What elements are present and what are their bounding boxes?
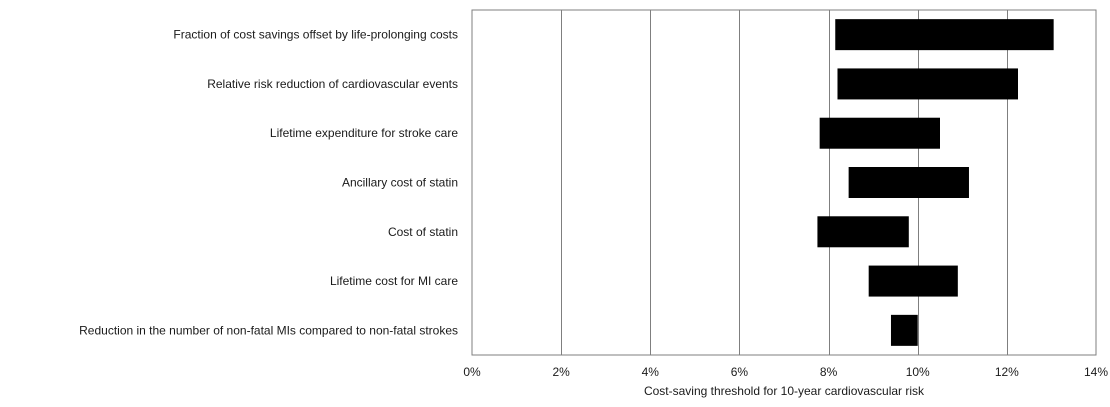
x-tick-label-7: 14% xyxy=(1084,365,1108,379)
x-tick-label-1: 2% xyxy=(552,365,570,379)
bar-4 xyxy=(817,216,909,248)
category-label-4: Cost of statin xyxy=(388,225,458,239)
category-label-0: Fraction of cost savings offset by life-… xyxy=(173,28,458,42)
x-tick-label-2: 4% xyxy=(642,365,660,379)
bar-6 xyxy=(890,314,918,346)
bar-1 xyxy=(837,68,1018,100)
plot-area-border xyxy=(471,9,1097,356)
category-label-5: Lifetime cost for MI care xyxy=(330,274,458,288)
x-tick-label-3: 6% xyxy=(731,365,749,379)
bar-3 xyxy=(848,167,969,198)
category-label-3: Ancillary cost of statin xyxy=(342,176,458,190)
category-label-1: Relative risk reduction of cardiovascula… xyxy=(207,77,458,91)
category-label-2: Lifetime expenditure for stroke care xyxy=(270,126,458,140)
x-tick-labels: 0% 2% 4% 6% 8% 10% 12% 14% xyxy=(463,365,1108,379)
x-axis-title: Cost-saving threshold for 10-year cardio… xyxy=(644,384,925,398)
x-tick-label-6: 12% xyxy=(995,365,1019,379)
category-labels: Fraction of cost savings offset by life-… xyxy=(79,28,458,338)
x-tick-label-0: 0% xyxy=(463,365,481,379)
bars xyxy=(817,19,1054,346)
x-tick-label-4: 8% xyxy=(820,365,838,379)
category-label-6: Reduction in the number of non-fatal MIs… xyxy=(79,323,458,337)
bar-5 xyxy=(868,265,958,297)
bar-2 xyxy=(819,117,940,149)
x-tick-label-5: 10% xyxy=(906,365,930,379)
bar-0 xyxy=(835,19,1054,51)
